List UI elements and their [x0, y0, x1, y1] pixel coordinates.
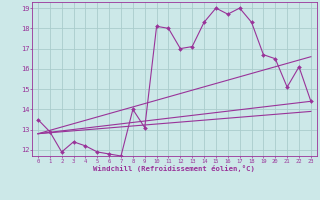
X-axis label: Windchill (Refroidissement éolien,°C): Windchill (Refroidissement éolien,°C) — [93, 165, 255, 172]
